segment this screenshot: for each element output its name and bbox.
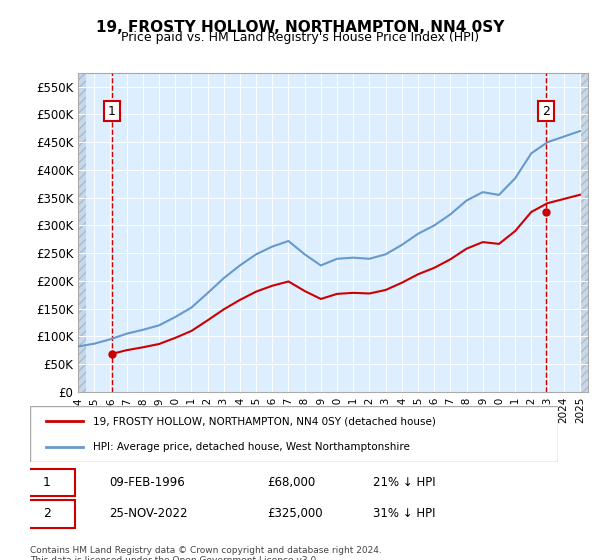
Text: 31% ↓ HPI: 31% ↓ HPI — [373, 507, 436, 520]
Text: £325,000: £325,000 — [268, 507, 323, 520]
Text: 25-NOV-2022: 25-NOV-2022 — [109, 507, 188, 520]
Text: £68,000: £68,000 — [268, 476, 316, 489]
Text: 1: 1 — [43, 476, 51, 489]
FancyBboxPatch shape — [30, 406, 558, 462]
Text: Contains HM Land Registry data © Crown copyright and database right 2024.
This d: Contains HM Land Registry data © Crown c… — [30, 546, 382, 560]
Text: Price paid vs. HM Land Registry's House Price Index (HPI): Price paid vs. HM Land Registry's House … — [121, 31, 479, 44]
Text: 2: 2 — [542, 105, 550, 118]
Text: 2: 2 — [43, 507, 51, 520]
Text: 19, FROSTY HOLLOW, NORTHAMPTON, NN4 0SY: 19, FROSTY HOLLOW, NORTHAMPTON, NN4 0SY — [96, 20, 504, 35]
Text: 19, FROSTY HOLLOW, NORTHAMPTON, NN4 0SY (detached house): 19, FROSTY HOLLOW, NORTHAMPTON, NN4 0SY … — [94, 416, 436, 426]
Text: 1: 1 — [108, 105, 116, 118]
FancyBboxPatch shape — [19, 469, 75, 496]
Text: 21% ↓ HPI: 21% ↓ HPI — [373, 476, 436, 489]
Text: HPI: Average price, detached house, West Northamptonshire: HPI: Average price, detached house, West… — [94, 442, 410, 452]
Bar — [580, 73, 588, 392]
Text: 09-FEB-1996: 09-FEB-1996 — [109, 476, 185, 489]
Bar — [78, 73, 86, 392]
FancyBboxPatch shape — [19, 501, 75, 528]
